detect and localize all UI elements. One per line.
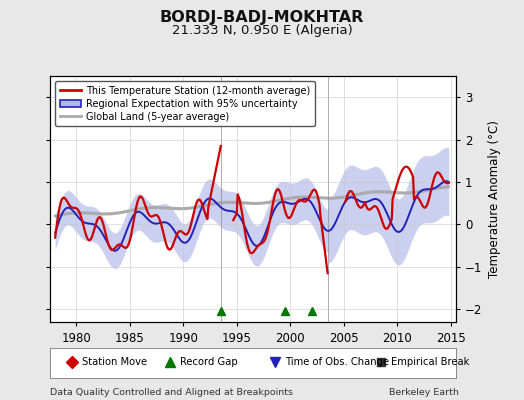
Text: BORDJ-BADJ-MOKHTAR: BORDJ-BADJ-MOKHTAR: [160, 10, 364, 25]
Text: 2005: 2005: [329, 332, 358, 345]
Legend: This Temperature Station (12-month average), Regional Expectation with 95% uncer: This Temperature Station (12-month avera…: [54, 81, 315, 126]
Text: 2015: 2015: [435, 332, 465, 345]
Text: 21.333 N, 0.950 E (Algeria): 21.333 N, 0.950 E (Algeria): [172, 24, 352, 37]
Text: Station Move: Station Move: [82, 358, 147, 367]
Text: 2000: 2000: [276, 332, 305, 345]
Text: 1980: 1980: [62, 332, 91, 345]
Y-axis label: Temperature Anomaly (°C): Temperature Anomaly (°C): [488, 120, 501, 278]
Text: Empirical Break: Empirical Break: [391, 358, 470, 367]
Text: Berkeley Earth: Berkeley Earth: [389, 388, 458, 397]
Text: 1985: 1985: [115, 332, 145, 345]
Text: 2010: 2010: [382, 332, 412, 345]
Text: Record Gap: Record Gap: [180, 358, 237, 367]
Text: 1990: 1990: [168, 332, 198, 345]
Text: Data Quality Controlled and Aligned at Breakpoints: Data Quality Controlled and Aligned at B…: [50, 388, 293, 397]
Text: Time of Obs. Change: Time of Obs. Change: [285, 358, 389, 367]
Text: 1995: 1995: [222, 332, 252, 345]
